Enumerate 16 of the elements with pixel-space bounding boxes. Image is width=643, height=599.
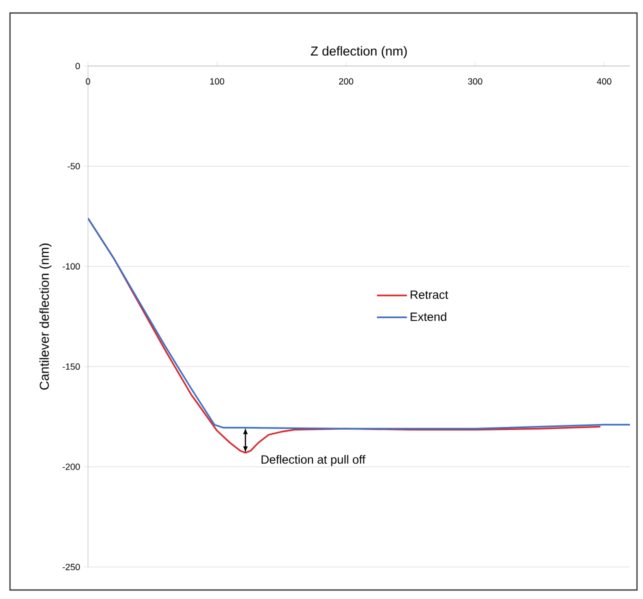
x-axis-title: Z deflection (nm) bbox=[310, 46, 407, 58]
y-tick-label: -250 bbox=[62, 564, 80, 570]
y-tick-label: -50 bbox=[68, 163, 80, 170]
y-tick-label: -150 bbox=[62, 363, 80, 370]
x-tick-label: 200 bbox=[339, 78, 354, 85]
y-tick-label: 0 bbox=[76, 62, 80, 70]
x-tick-label: 400 bbox=[596, 78, 612, 85]
annotation: Deflection at pull off bbox=[262, 454, 366, 466]
x-tick-label: 0 bbox=[86, 78, 90, 85]
x-tick-label: 100 bbox=[210, 78, 224, 85]
y-tick-label: -200 bbox=[62, 464, 80, 470]
legend-label: Retract bbox=[410, 290, 448, 299]
legend-label: Extend bbox=[410, 312, 446, 322]
y-tick-label: -100 bbox=[62, 263, 80, 270]
y-axis-title: Cantilever deflection (nm) bbox=[39, 244, 52, 390]
x-tick-label: 300 bbox=[468, 78, 482, 85]
